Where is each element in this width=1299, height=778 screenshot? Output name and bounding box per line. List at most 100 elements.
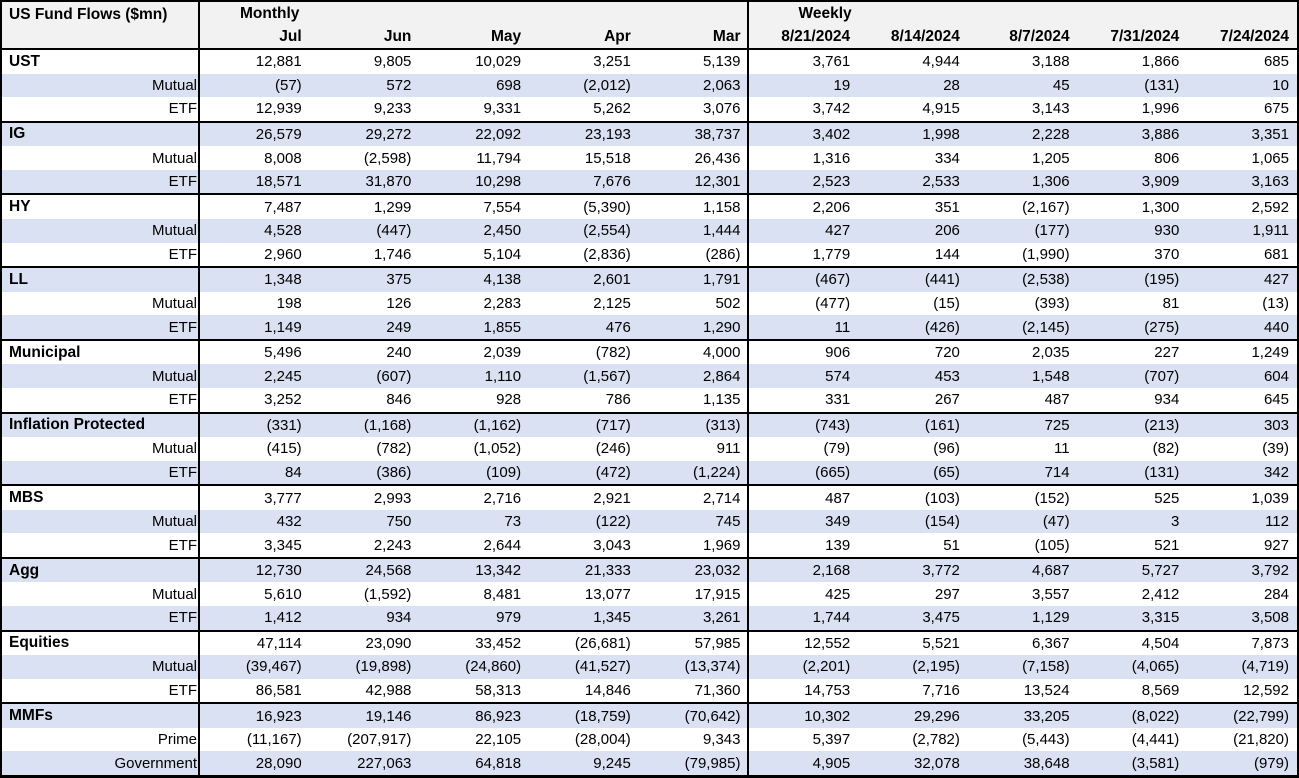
value-cell: 2,601 (593, 271, 631, 289)
value-cell: (472) (595, 463, 631, 481)
table-row: Mutual (57) 572 698 (2,012) 2,063 19 28 45 (131) 1… (2, 73, 1297, 98)
value-cell: 19,146 (365, 707, 412, 725)
value-cell: 4,944 (922, 53, 960, 71)
value-cell: 7,676 (593, 173, 631, 191)
value-cell: (5,390) (583, 198, 631, 216)
value-cell: 331 (825, 391, 851, 409)
value-cell: 9,331 (483, 100, 522, 118)
value-cell: (2,782) (912, 731, 960, 749)
value-cell: 750 (386, 513, 412, 531)
value-cell: 1,205 (1032, 149, 1070, 167)
row-label-category: Agg (9, 561, 40, 579)
table-row: HY 7,487 1,299 7,554 (5,390) 1,158 2,206 351 (2,… (2, 195, 1297, 219)
value-cell: (7,158) (1022, 658, 1070, 676)
value-cell: 4,905 (812, 754, 851, 772)
value-cell: 1,300 (1141, 198, 1180, 216)
value-cell: (2,538) (1022, 271, 1070, 289)
row-label-sub: Mutual (151, 76, 197, 94)
value-cell: 33,205 (1023, 707, 1070, 725)
value-cell: 5,262 (593, 100, 631, 118)
value-cell: 453 (934, 367, 960, 385)
row-label-sub: Mutual (151, 149, 197, 167)
value-cell: (979) (1253, 754, 1289, 772)
column-header-8-7-2024: 8/7/2024 (1009, 27, 1070, 45)
value-cell: 3,909 (1141, 173, 1180, 191)
value-cell: 3,886 (1141, 125, 1180, 143)
value-cell: (96) (933, 440, 960, 458)
value-cell: (13,374) (684, 658, 741, 676)
value-cell: 334 (934, 149, 960, 167)
value-cell: (467) (815, 271, 851, 289)
group-inflation-protected: Inflation Protected (331) (1,168) (1,162) (7… (2, 411, 1297, 485)
value-cell: 521 (1154, 536, 1180, 554)
row-label-category: UST (9, 52, 40, 70)
value-cell: 144 (934, 245, 960, 263)
row-label-sub: Mutual (151, 513, 197, 531)
value-cell: 2,063 (702, 76, 741, 94)
value-cell: 3,402 (812, 125, 851, 143)
value-cell: 3,188 (1032, 53, 1070, 71)
value-cell: 4,687 (1032, 562, 1070, 580)
value-cell: 14,846 (584, 682, 631, 700)
value-cell: 427 (825, 222, 851, 240)
value-cell: 1,866 (1141, 53, 1180, 71)
value-cell: 28 (943, 76, 960, 94)
value-cell: 86,581 (255, 682, 302, 700)
value-cell: 725 (1044, 416, 1070, 434)
row-label-sub: Mutual (151, 222, 197, 240)
value-cell: 12,592 (1243, 682, 1289, 700)
table-row: Mutual (415) (782) (1,052) (246) 911 (79) (96) 1… (2, 437, 1297, 461)
value-cell: 9,805 (373, 53, 412, 71)
value-cell: 17,915 (694, 585, 741, 603)
value-cell: 3,475 (922, 609, 960, 627)
table-row: ETF 1,149 249 1,855 476 1,290 11 (426) (2,145) (2… (2, 315, 1297, 339)
weekly-section-label: Weekly (798, 4, 852, 22)
value-cell: 928 (496, 391, 522, 409)
row-label-category: Equities (9, 634, 70, 652)
value-cell: 911 (716, 440, 741, 458)
table-row: Mutual 2,245 (607) 1,110 (1,567) 2,864 574 453 1… (2, 364, 1297, 388)
table-row: ETF 86,581 42,988 58,313 14,846 71,360 14,753 7… (2, 678, 1297, 703)
value-cell: 2,533 (922, 173, 960, 191)
value-cell: 57,985 (694, 634, 741, 652)
value-cell: (177) (1034, 222, 1070, 240)
table-row: ETF 3,345 2,243 2,644 3,043 1,969 139 51 (105) 52… (2, 533, 1297, 557)
value-cell: 572 (386, 76, 412, 94)
value-cell: 16,923 (255, 707, 302, 725)
value-cell: (109) (486, 463, 522, 481)
value-cell: (161) (924, 416, 960, 434)
row-label-sub: ETF (168, 100, 197, 118)
row-label-category: HY (9, 198, 31, 216)
value-cell: 4,528 (264, 222, 302, 240)
value-cell: 3,315 (1141, 609, 1180, 627)
value-cell: (313) (705, 416, 741, 434)
value-cell: 7,554 (483, 198, 522, 216)
value-cell: 1,855 (483, 318, 522, 336)
value-cell: 3,777 (264, 489, 302, 507)
table-row: Government 28,090 227,063 64,818 9,245 (79,98… (2, 751, 1297, 775)
value-cell: (152) (1034, 489, 1070, 507)
value-cell: 297 (934, 585, 960, 603)
value-cell: (477) (815, 294, 851, 312)
value-cell: 1,746 (373, 245, 412, 263)
value-cell: 1,345 (593, 609, 631, 627)
row-label-category: LL (9, 270, 28, 288)
value-cell: (39) (1262, 440, 1289, 458)
value-cell: 2,921 (593, 489, 631, 507)
value-cell: 84 (285, 463, 302, 481)
value-cell: 81 (1162, 294, 1180, 312)
value-cell: 786 (605, 391, 631, 409)
value-cell: (41,527) (574, 658, 631, 676)
value-cell: 12,552 (804, 634, 851, 652)
row-label-sub: ETF (168, 682, 197, 700)
value-cell: 3,345 (264, 536, 302, 554)
value-cell: 934 (1154, 391, 1180, 409)
value-cell: 745 (715, 513, 741, 531)
value-cell: (607) (376, 367, 412, 385)
value-cell: 42,988 (365, 682, 412, 700)
value-cell: 19 (833, 76, 851, 94)
value-cell: (782) (595, 344, 631, 362)
value-cell: 12,301 (694, 173, 741, 191)
value-cell: 303 (1263, 416, 1289, 434)
value-cell: 375 (386, 271, 412, 289)
